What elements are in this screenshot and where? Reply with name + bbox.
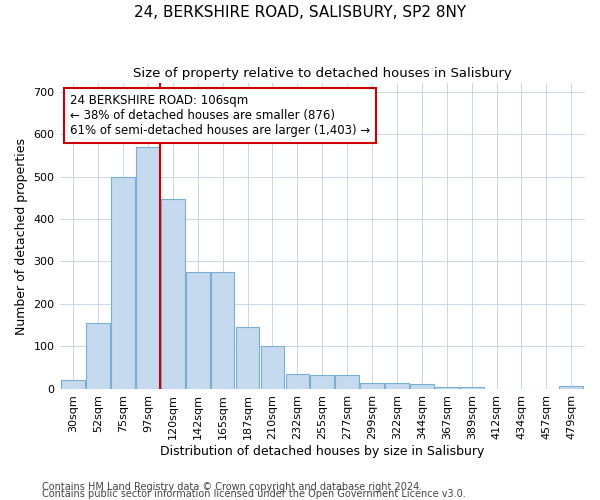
Bar: [360, 383, 384, 389]
Bar: [236, 328, 259, 389]
Bar: [111, 178, 135, 389]
X-axis label: Distribution of detached houses by size in Salisbury: Distribution of detached houses by size …: [160, 444, 484, 458]
Bar: [161, 199, 185, 389]
Bar: [260, 346, 284, 389]
Text: 24, BERKSHIRE ROAD, SALISBURY, SP2 8NY: 24, BERKSHIRE ROAD, SALISBURY, SP2 8NY: [134, 5, 466, 20]
Bar: [335, 376, 359, 389]
Bar: [410, 384, 434, 389]
Bar: [310, 376, 334, 389]
Text: Contains HM Land Registry data © Crown copyright and database right 2024.: Contains HM Land Registry data © Crown c…: [42, 482, 422, 492]
Bar: [435, 387, 458, 389]
Text: Contains public sector information licensed under the Open Government Licence v3: Contains public sector information licen…: [42, 489, 466, 499]
Y-axis label: Number of detached properties: Number of detached properties: [15, 138, 28, 334]
Bar: [136, 147, 160, 389]
Bar: [460, 387, 484, 389]
Bar: [211, 272, 235, 389]
Bar: [385, 383, 409, 389]
Bar: [86, 323, 110, 389]
Bar: [559, 386, 583, 389]
Bar: [286, 374, 309, 389]
Text: 24 BERKSHIRE ROAD: 106sqm
← 38% of detached houses are smaller (876)
61% of semi: 24 BERKSHIRE ROAD: 106sqm ← 38% of detac…: [70, 94, 370, 137]
Bar: [61, 380, 85, 389]
Title: Size of property relative to detached houses in Salisbury: Size of property relative to detached ho…: [133, 68, 512, 80]
Bar: [186, 272, 209, 389]
